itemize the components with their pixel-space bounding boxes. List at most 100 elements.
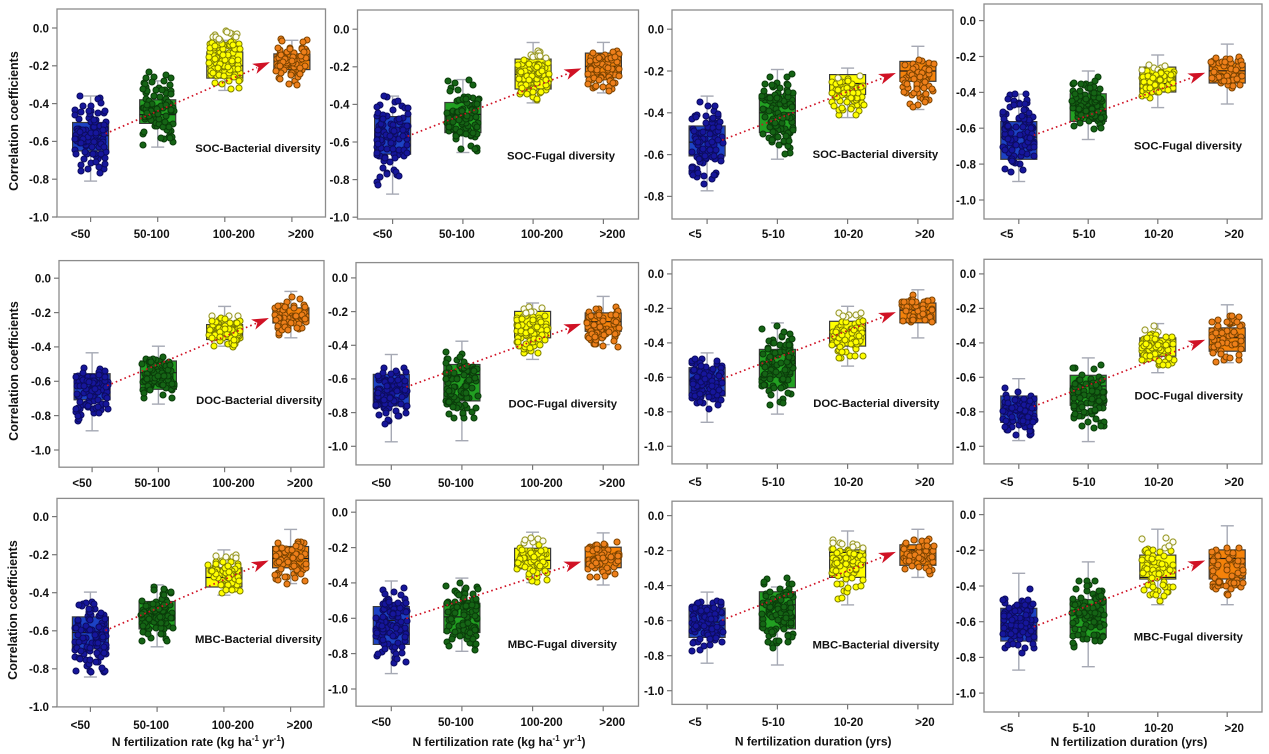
svg-text:-0.6: -0.6: [328, 613, 349, 626]
svg-text:>20: >20: [1224, 477, 1244, 489]
svg-text:0.0: 0.0: [33, 511, 49, 524]
svg-text:10-20: 10-20: [834, 477, 863, 489]
svg-text:SOC-Bacterial diversity: SOC-Bacterial diversity: [195, 143, 321, 155]
svg-text:5-10: 5-10: [762, 477, 785, 489]
svg-text:5-10: 5-10: [1073, 229, 1096, 241]
svg-text:<5: <5: [689, 229, 703, 241]
svg-text:>20: >20: [915, 717, 935, 729]
svg-text:>200: >200: [288, 229, 314, 241]
svg-text:>200: >200: [599, 717, 625, 729]
svg-text:100-200: 100-200: [213, 229, 255, 241]
svg-text:-0.6: -0.6: [644, 149, 665, 162]
svg-text:<5: <5: [1000, 229, 1014, 241]
svg-text:50-100: 50-100: [134, 229, 170, 241]
svg-text:-0.2: -0.2: [330, 61, 350, 74]
svg-text:0.0: 0.0: [332, 507, 348, 520]
svg-text:-1.0: -1.0: [31, 444, 51, 457]
svg-text:-1.0: -1.0: [644, 685, 664, 698]
svg-text:0.0: 0.0: [332, 272, 348, 285]
svg-text:N fertilization rate (kg ha-1: N fertilization rate (kg ha-1 yr-1): [413, 734, 586, 749]
svg-text:-0.4: -0.4: [644, 580, 665, 593]
svg-text:<50: <50: [372, 717, 392, 729]
svg-text:<50: <50: [71, 229, 91, 241]
svg-text:Correlation coefficients: Correlation coefficients: [7, 51, 21, 191]
svg-text:-0.2: -0.2: [29, 60, 49, 73]
svg-text:DOC-Fugal diversity: DOC-Fugal diversity: [508, 399, 617, 411]
svg-text:MBC-Fugal diversity: MBC-Fugal diversity: [508, 639, 618, 651]
svg-text:<5: <5: [1000, 477, 1014, 489]
svg-text:100-200: 100-200: [521, 229, 563, 241]
svg-text:>20: >20: [915, 229, 935, 241]
svg-text:-0.2: -0.2: [328, 306, 348, 319]
svg-text:50-100: 50-100: [438, 478, 474, 490]
svg-text:-0.6: -0.6: [956, 372, 977, 385]
svg-text:N fertilization duration (yrs): N fertilization duration (yrs): [735, 734, 892, 748]
svg-text:-0.8: -0.8: [29, 663, 50, 676]
svg-text:-1.0: -1.0: [644, 441, 664, 454]
svg-text:>20: >20: [1224, 723, 1244, 735]
svg-text:100-200: 100-200: [520, 717, 562, 729]
svg-text:-1.0: -1.0: [328, 441, 348, 454]
svg-text:Correlation coefficients: Correlation coefficients: [7, 301, 21, 441]
svg-text:0.0: 0.0: [648, 24, 664, 37]
svg-text:<50: <50: [372, 478, 392, 490]
svg-text:0.0: 0.0: [35, 273, 51, 286]
svg-text:SOC-Fugal diversity: SOC-Fugal diversity: [507, 150, 616, 162]
svg-text:50-100: 50-100: [438, 717, 474, 729]
svg-text:0.0: 0.0: [648, 510, 664, 523]
svg-text:-0.4: -0.4: [956, 580, 977, 593]
svg-text:10-20: 10-20: [834, 717, 863, 729]
svg-text:-0.4: -0.4: [644, 107, 665, 120]
svg-text:10-20: 10-20: [1144, 723, 1173, 735]
svg-text:-0.8: -0.8: [328, 648, 349, 661]
svg-text:-0.6: -0.6: [29, 136, 50, 149]
svg-text:MBC-Bacterial diversity: MBC-Bacterial diversity: [812, 640, 940, 652]
svg-text:0.0: 0.0: [33, 22, 49, 35]
svg-text:-0.6: -0.6: [644, 615, 665, 628]
svg-text:<5: <5: [689, 477, 703, 489]
svg-text:-0.2: -0.2: [644, 545, 664, 558]
svg-text:50-100: 50-100: [134, 478, 170, 490]
svg-text:-0.4: -0.4: [644, 337, 665, 350]
svg-text:-0.2: -0.2: [644, 65, 664, 78]
svg-text:-1.0: -1.0: [956, 441, 976, 454]
svg-text:-0.4: -0.4: [29, 98, 50, 111]
svg-text:>200: >200: [287, 720, 313, 732]
svg-text:-0.4: -0.4: [956, 337, 977, 350]
svg-text:-0.2: -0.2: [956, 51, 976, 64]
svg-text:-0.4: -0.4: [328, 340, 349, 353]
svg-text:<5: <5: [1000, 723, 1014, 735]
svg-text:5-10: 5-10: [1073, 477, 1096, 489]
svg-text:5-10: 5-10: [762, 717, 785, 729]
svg-text:>20: >20: [915, 477, 935, 489]
svg-text:-0.6: -0.6: [330, 136, 351, 149]
svg-text:10-20: 10-20: [1144, 229, 1173, 241]
svg-text:10-20: 10-20: [1144, 477, 1173, 489]
svg-text:0.0: 0.0: [960, 509, 976, 522]
svg-text:-1.0: -1.0: [29, 701, 49, 714]
svg-text:MBC-Fugal diversity: MBC-Fugal diversity: [1134, 632, 1244, 644]
svg-text:-0.8: -0.8: [328, 407, 349, 420]
svg-text:-0.2: -0.2: [29, 549, 49, 562]
svg-text:-0.4: -0.4: [31, 341, 52, 354]
svg-text:MBC-Bacterial diversity: MBC-Bacterial diversity: [195, 634, 323, 646]
svg-text:-0.8: -0.8: [644, 191, 665, 204]
svg-text:0.0: 0.0: [333, 24, 349, 37]
svg-text:0.0: 0.0: [960, 15, 976, 28]
svg-text:-1.0: -1.0: [956, 687, 976, 700]
svg-text:-0.6: -0.6: [956, 616, 977, 629]
svg-text:5-10: 5-10: [762, 229, 785, 241]
svg-text:<50: <50: [71, 720, 91, 732]
svg-text:50-100: 50-100: [133, 720, 169, 732]
svg-text:50-100: 50-100: [439, 229, 475, 241]
svg-text:-1.0: -1.0: [330, 212, 350, 225]
svg-text:<50: <50: [373, 229, 393, 241]
svg-text:-1.0: -1.0: [956, 194, 976, 207]
svg-text:-0.8: -0.8: [644, 406, 665, 419]
svg-text:SOC-Fugal diversity: SOC-Fugal diversity: [1134, 141, 1243, 153]
svg-text:DOC-Fugal diversity: DOC-Fugal diversity: [1134, 391, 1243, 403]
svg-text:>200: >200: [599, 229, 625, 241]
svg-text:DOC-Bacterial diversity: DOC-Bacterial diversity: [813, 398, 940, 410]
svg-text:100-200: 100-200: [212, 720, 254, 732]
svg-text:>20: >20: [1224, 229, 1244, 241]
